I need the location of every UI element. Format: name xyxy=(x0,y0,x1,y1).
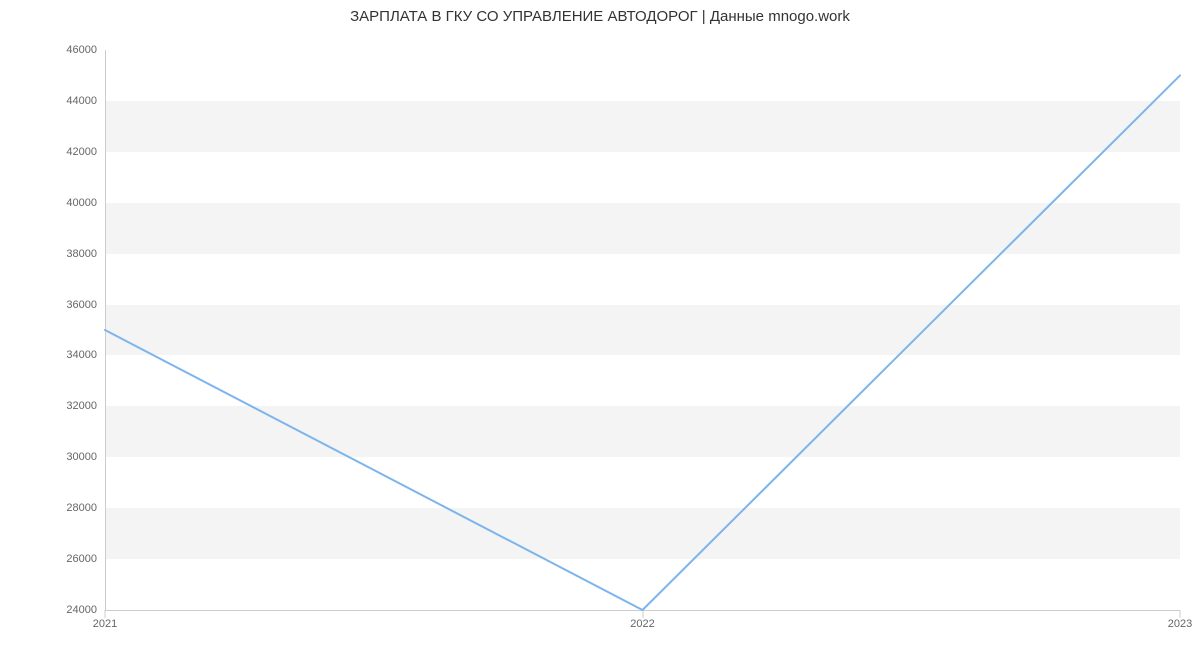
chart-title: ЗАРПЛАТА В ГКУ СО УПРАВЛЕНИЕ АВТОДОРОГ |… xyxy=(0,8,1200,25)
y-axis-tick-label: 46000 xyxy=(66,44,97,56)
x-axis-tick-mark xyxy=(1180,610,1181,618)
y-axis-tick-label: 44000 xyxy=(66,95,97,107)
x-axis-tick-label: 2023 xyxy=(1168,618,1192,630)
y-axis-tick-label: 32000 xyxy=(66,400,97,412)
y-axis-tick-label: 38000 xyxy=(66,248,97,260)
y-axis-tick-label: 28000 xyxy=(66,502,97,514)
y-axis-tick-label: 30000 xyxy=(66,451,97,463)
chart-container: ЗАРПЛАТА В ГКУ СО УПРАВЛЕНИЕ АВТОДОРОГ |… xyxy=(0,0,1200,650)
x-axis-tick-mark xyxy=(642,610,643,618)
y-axis-tick-label: 36000 xyxy=(66,299,97,311)
series-layer xyxy=(105,50,1180,610)
plot-area: 2400026000280003000032000340003600038000… xyxy=(105,50,1180,610)
y-axis-tick-label: 40000 xyxy=(66,197,97,209)
y-axis-tick-label: 24000 xyxy=(66,604,97,616)
line-series xyxy=(105,75,1180,610)
y-axis-tick-label: 26000 xyxy=(66,553,97,565)
y-axis-tick-label: 34000 xyxy=(66,349,97,361)
y-axis-tick-label: 42000 xyxy=(66,146,97,158)
x-axis-tick-mark xyxy=(105,610,106,618)
x-axis-tick-label: 2021 xyxy=(93,618,117,630)
x-axis-tick-label: 2022 xyxy=(630,618,654,630)
